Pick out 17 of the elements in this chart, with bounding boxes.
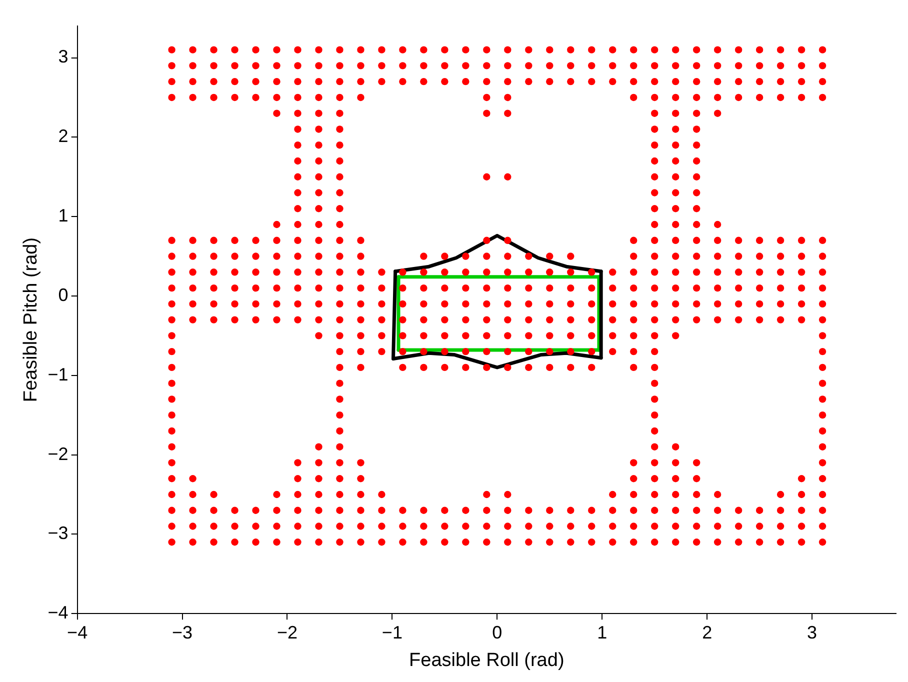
x-tick-label: −3 bbox=[172, 622, 193, 642]
x-tick-label: 2 bbox=[702, 622, 712, 642]
x-tick-label: 0 bbox=[492, 622, 502, 642]
x-tick-label: 3 bbox=[807, 622, 818, 642]
y-tick-label: 2 bbox=[58, 126, 68, 146]
x-tick-label: −2 bbox=[276, 622, 298, 642]
y-tick-label: 1 bbox=[58, 206, 68, 226]
y-tick-label: 0 bbox=[58, 284, 68, 305]
y-tick-label: −3 bbox=[48, 523, 68, 544]
x-tick-label: −1 bbox=[382, 622, 402, 642]
y-tick-label: −4 bbox=[48, 602, 68, 623]
x-tick-label: 1 bbox=[597, 622, 608, 642]
x-axis-title: Feasible Roll (rad) bbox=[409, 650, 564, 671]
y-tick-label: −2 bbox=[48, 444, 68, 464]
y-axis-title: Feasible Pitch (rad) bbox=[20, 237, 42, 402]
y-tick-label: −1 bbox=[48, 364, 68, 384]
y-tick-label: 3 bbox=[58, 46, 68, 67]
